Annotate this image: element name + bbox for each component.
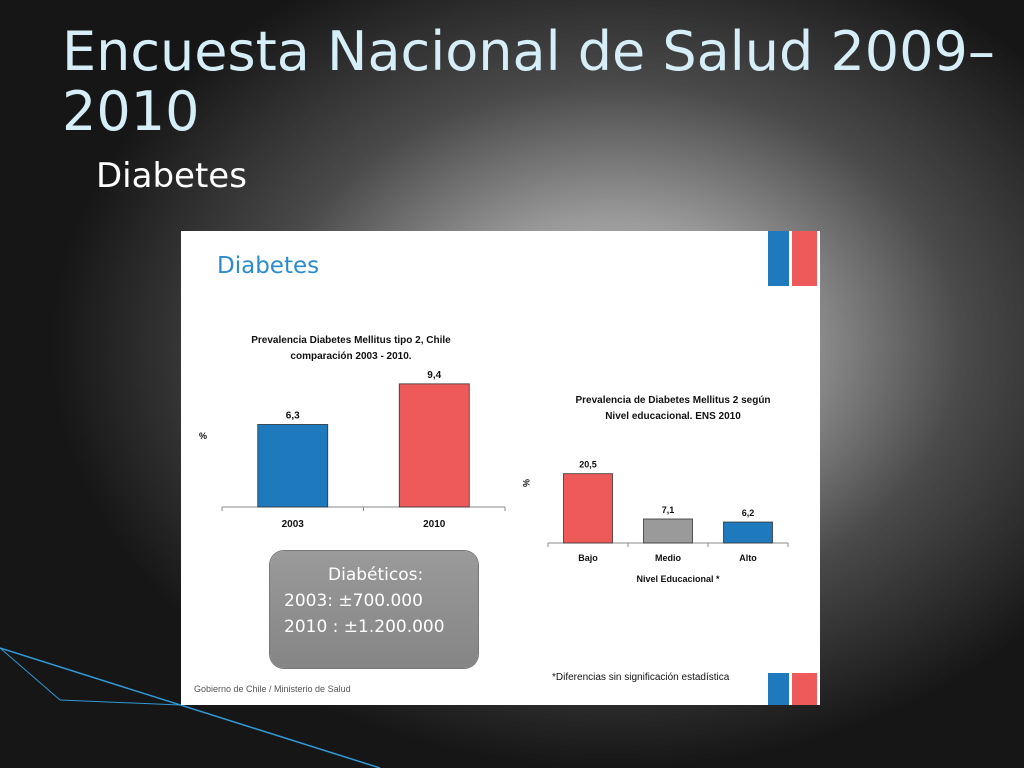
footnote: *Diferencias sin significación estadísti… bbox=[552, 672, 730, 683]
chart1-category-label: 2010 bbox=[423, 519, 446, 530]
chart2-title: Prevalencia de Diabetes Mellitus 2 según… bbox=[553, 393, 793, 425]
chart1-svg: 6,3 2003 9,4 2010% bbox=[199, 370, 506, 530]
chart2-title-line2: Nivel educacional. ENS 2010 bbox=[605, 411, 741, 422]
chart2-bar-Bajo bbox=[563, 473, 613, 544]
chart2-y-axis-label: % bbox=[521, 479, 531, 487]
chart2-value-label: 7,1 bbox=[662, 505, 675, 515]
chart2-title-line1: Prevalencia de Diabetes Mellitus 2 según bbox=[575, 395, 771, 406]
chart2-category-label: Bajo bbox=[578, 553, 598, 563]
chart2-value-label: 6,2 bbox=[742, 508, 755, 518]
chart2-bar-Alto bbox=[723, 521, 773, 544]
chart1-title: Prevalencia Diabetes Mellitus tipo 2, Ch… bbox=[221, 333, 481, 365]
panel-heading: Diabetes bbox=[217, 253, 320, 279]
chart2-category-label: Medio bbox=[655, 553, 682, 563]
chart1-title-line1: Prevalencia Diabetes Mellitus tipo 2, Ch… bbox=[251, 335, 451, 346]
chart1-bar-2003 bbox=[257, 424, 329, 508]
chart2-bar-Medio bbox=[643, 518, 693, 544]
source-credit: Gobierno de Chile / Ministerio de Salud bbox=[194, 684, 351, 694]
chart1-value-label: 9,4 bbox=[427, 370, 441, 381]
chart2-x-axis-label: Nivel Educacional * bbox=[636, 574, 720, 584]
chart-panel: Diabetes Prevalencia Diabetes Mellitus t… bbox=[181, 231, 820, 705]
chart1-category-label: 2003 bbox=[282, 519, 305, 530]
chart2-category-label: Alto bbox=[739, 553, 757, 563]
info-box-line-2003: 2003: ±700.000 bbox=[284, 591, 423, 611]
chile-flag-icon bbox=[768, 231, 817, 286]
chart1-value-label: 6,3 bbox=[286, 410, 300, 421]
info-box-line-2010: 2010 : ±1.200.000 bbox=[284, 617, 445, 637]
diabetics-info-box: Diabéticos: 2003: ±700.000 2010 : ±1.200… bbox=[270, 551, 478, 668]
chart1-y-axis-label: % bbox=[199, 431, 207, 441]
slide-subtitle: Diabetes bbox=[96, 156, 247, 196]
chart1-title-line2: comparación 2003 - 2010. bbox=[290, 351, 412, 362]
chile-flag-icon bbox=[768, 673, 817, 705]
chart2-value-label: 20,5 bbox=[579, 460, 597, 470]
info-box-heading: Diabéticos: bbox=[328, 565, 424, 585]
chart2-svg: 20,5 Bajo 7,1 Medio 6,2 Alto% Nivel Educaciona… bbox=[521, 460, 789, 584]
slide-title: Encuesta Nacional de Salud 2009–2010 bbox=[62, 20, 995, 143]
chart1-bar-2010 bbox=[398, 383, 470, 508]
